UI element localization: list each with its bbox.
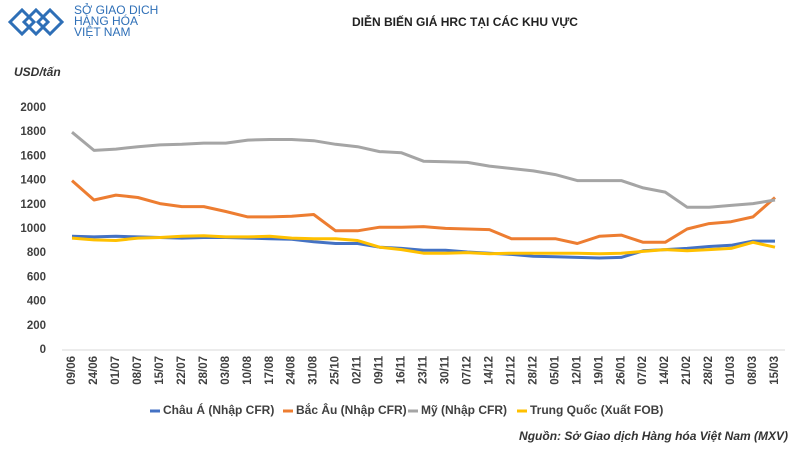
logo-text: SỞ GIAO DỊCH xyxy=(74,2,158,17)
x-tick-label: 24/08 xyxy=(286,355,298,384)
chart-title: DIỄN BIẾN GIÁ HRC TẠI CÁC KHU VỰC xyxy=(352,14,578,29)
source: Nguồn: Sở Giao dịch Hàng hóa Việt Nam (M… xyxy=(519,429,788,443)
y-tick-label: 0 xyxy=(40,344,46,356)
x-tick-label: 07/02 xyxy=(637,356,649,385)
x-tick-label: 01/03 xyxy=(725,356,737,385)
y-tick-label: 2000 xyxy=(20,102,46,114)
y-tick-label: 1000 xyxy=(20,223,46,235)
series-line xyxy=(71,131,776,209)
y-tick-label: 1800 xyxy=(20,126,46,138)
legend-label: Trung Quốc (Xuất FOB) xyxy=(530,403,663,417)
y-tick-label: 800 xyxy=(27,247,46,259)
logo-text: VIỆT NAM xyxy=(74,24,130,39)
x-tick-label: 16/11 xyxy=(396,355,408,384)
x-tick-label: 09/11 xyxy=(374,355,386,384)
y-tick-label: 1400 xyxy=(20,175,46,187)
series-line xyxy=(71,234,776,256)
legend-label: Bắc Âu (Nhập CFR) xyxy=(296,402,407,417)
x-tick-label: 15/07 xyxy=(154,356,166,385)
x-tick-label: 10/08 xyxy=(242,355,254,384)
logo-icon xyxy=(7,7,65,37)
x-tick-label: 21/02 xyxy=(681,356,693,385)
x-tick-label: 26/01 xyxy=(615,355,627,384)
y-tick-label: 400 xyxy=(27,296,46,308)
x-tick-label: 08/03 xyxy=(747,356,759,385)
x-tick-label: 28/02 xyxy=(703,356,715,385)
y-tick-label: 1200 xyxy=(20,199,46,211)
series-line xyxy=(71,179,776,245)
x-tick-label: 24/06 xyxy=(88,356,100,385)
legend-label: Châu Á (Nhập CFR) xyxy=(163,402,274,417)
y-tick-label: 200 xyxy=(27,320,46,332)
x-tick-label: 19/01 xyxy=(593,355,605,384)
x-tick-label: 21/12 xyxy=(505,356,517,385)
x-tick-label: 31/08 xyxy=(308,355,320,384)
y-tick-label: 600 xyxy=(27,271,46,283)
logo-text: HÀNG HÓA xyxy=(74,13,138,28)
x-tick-label: 22/07 xyxy=(176,356,188,385)
y-axis-label: USD/tấn xyxy=(14,65,61,79)
x-tick-label: 14/02 xyxy=(659,356,671,385)
x-tick-label: 30/11 xyxy=(440,355,452,384)
x-tick-label: 14/12 xyxy=(483,356,495,385)
x-tick-label: 28/12 xyxy=(527,356,539,385)
x-tick-label: 07/12 xyxy=(461,356,473,385)
y-tick-label: 1600 xyxy=(20,150,46,162)
x-tick-label: 15/03 xyxy=(769,356,781,385)
x-tick-label: 02/11 xyxy=(352,355,364,384)
x-tick-label: 01/07 xyxy=(110,356,122,385)
x-tick-label: 08/07 xyxy=(132,356,144,385)
x-tick-label: 28/07 xyxy=(198,356,210,385)
x-tick-label: 12/01 xyxy=(571,355,583,384)
x-tick-label: 25/10 xyxy=(330,356,342,385)
legend-label: Mỹ (Nhập CFR) xyxy=(421,403,507,417)
x-tick-label: 17/08 xyxy=(264,355,276,384)
x-tick-label: 03/08 xyxy=(220,355,232,384)
x-tick-label: 05/01 xyxy=(549,355,561,384)
x-tick-label: 09/06 xyxy=(66,356,78,385)
x-tick-label: 23/11 xyxy=(418,355,430,384)
